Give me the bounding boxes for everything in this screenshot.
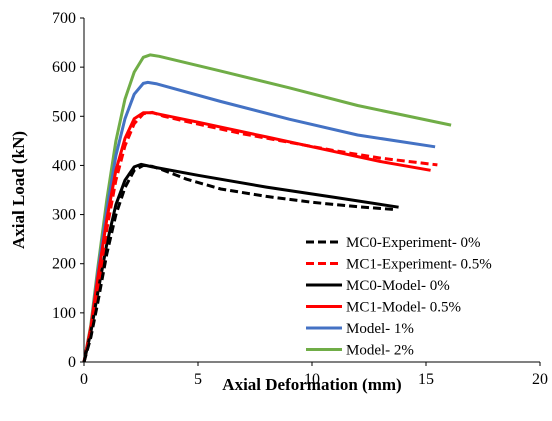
ticks: 0 100 200 300 400 500 600 700 0 5 10 15 20 [52, 10, 548, 388]
series-line-2 [82, 162, 399, 363]
series-line-5 [82, 53, 452, 363]
y-tick-label: 600 [52, 59, 76, 76]
x-tick-label: 15 [418, 371, 434, 388]
y-tick-label: 0 [68, 354, 76, 371]
axes [83, 18, 540, 363]
series-line-0 [82, 163, 397, 363]
legend-label-4: Model- 1% [346, 321, 414, 337]
y-tick-label: 200 [52, 256, 76, 273]
y-tick-label: 400 [52, 157, 76, 174]
legend: MC0-Experiment- 0% MC1-Experiment- 0.5% MC… [306, 235, 492, 359]
x-tick-label: 10 [304, 371, 320, 388]
plot-lines [82, 53, 452, 363]
legend-label-1: MC1-Experiment- 0.5% [346, 257, 492, 273]
y-tick-label: 500 [52, 108, 76, 125]
legend-label-5: Model- 2% [346, 343, 414, 359]
x-axis-title: Axial Deformation (mm) [222, 375, 401, 394]
legend-label-0: MC0-Experiment- 0% [346, 235, 481, 251]
y-tick-label: 700 [52, 10, 76, 27]
x-tick-label: 20 [532, 371, 548, 388]
x-tick-label: 5 [194, 371, 202, 388]
legend-label-3: MC1-Model- 0.5% [346, 300, 461, 316]
y-tick-label: 100 [52, 305, 76, 322]
legend-label-2: MC0-Model- 0% [346, 278, 450, 294]
series-line-3 [82, 111, 431, 363]
y-axis-title: Axial Load (kN) [9, 131, 28, 249]
x-tick-label: 0 [80, 371, 88, 388]
y-tick-label: 300 [52, 207, 76, 224]
